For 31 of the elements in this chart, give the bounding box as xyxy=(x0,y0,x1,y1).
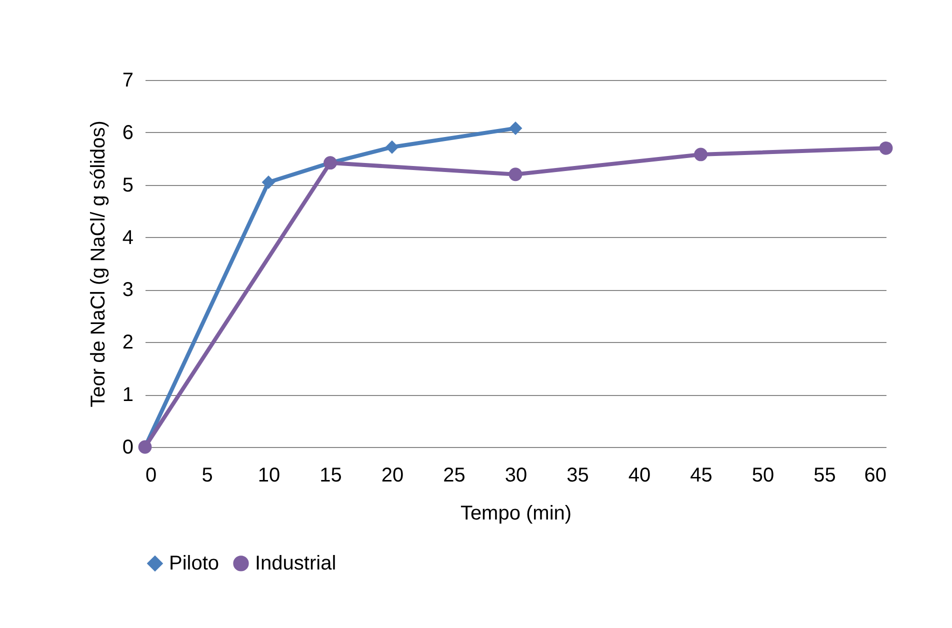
x-tick-label: 55 xyxy=(814,464,836,486)
x-tick-label: 25 xyxy=(443,464,466,486)
point xyxy=(508,168,522,182)
point xyxy=(879,141,893,155)
legend-label: Piloto xyxy=(169,552,220,574)
y-tick-label: 0 xyxy=(122,436,134,458)
x-tick-label: 35 xyxy=(566,464,589,486)
point xyxy=(508,122,522,135)
x-axis-title: Tempo (min) xyxy=(460,502,572,524)
y-tick-label: 2 xyxy=(122,332,134,354)
x-tick-label: 10 xyxy=(258,464,280,486)
point xyxy=(385,140,399,154)
x-tick-label: 60 xyxy=(864,464,886,486)
x-tick-label: 30 xyxy=(504,464,528,486)
x-tick-label: 5 xyxy=(202,464,213,486)
y-tick-label: 7 xyxy=(122,70,134,92)
y-axis-title: Teor de NaCl (g NaCl/ g sólidos) xyxy=(87,120,110,408)
x-tick-label: 0 xyxy=(146,464,157,486)
x-tick-label: 50 xyxy=(752,464,774,486)
x-tick-label: 45 xyxy=(690,464,712,486)
y-tick-label: 1 xyxy=(122,384,134,406)
y-tick-label: 4 xyxy=(122,226,134,249)
x-tick-label: 20 xyxy=(381,464,404,486)
x-tick-label: 15 xyxy=(320,464,342,486)
y-tick-label: 5 xyxy=(122,174,134,196)
point xyxy=(262,176,276,189)
point xyxy=(694,148,708,162)
x-tick-label: 40 xyxy=(628,464,651,486)
y-tick-label: 6 xyxy=(122,122,134,144)
legend-label: Industrial xyxy=(255,552,336,574)
y-tick-label: 3 xyxy=(122,279,134,302)
